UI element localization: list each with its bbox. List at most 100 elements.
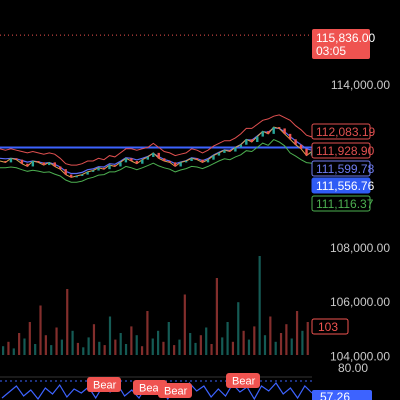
countdown-label: 03:05 (316, 44, 346, 58)
oscillator-level-label: 80.00 (338, 361, 368, 375)
middle-band-line (0, 127, 313, 175)
volume-bar (66, 289, 69, 355)
close-price-line (0, 126, 313, 178)
candle (119, 162, 122, 167)
volume-bar (39, 305, 42, 355)
volume-bar (146, 311, 149, 355)
price-tag-lower[interactable] (311, 195, 371, 212)
candle (223, 150, 226, 153)
candle (69, 174, 73, 178)
current-price-tag[interactable] (312, 29, 370, 59)
volume-bar (124, 344, 128, 355)
candle (37, 161, 40, 163)
oscillator-value-label: 57.26 (320, 390, 350, 400)
volume-bar (151, 338, 154, 355)
candle (20, 159, 24, 164)
volume-bar (18, 333, 21, 355)
candle (239, 144, 243, 148)
volume-bar (215, 278, 218, 355)
volume-bar (135, 335, 138, 355)
candle (113, 165, 117, 167)
volume-bar (269, 316, 272, 355)
candle (80, 174, 84, 176)
volume-bar (258, 256, 261, 355)
price-tag-upper[interactable] (311, 123, 371, 140)
bear-tag[interactable] (87, 377, 121, 392)
candle (59, 166, 62, 170)
price-tag-middle[interactable] (311, 160, 371, 177)
price-tag-label: 111,928.90 (316, 144, 375, 158)
candle (173, 162, 177, 167)
candle (256, 136, 259, 143)
candle (141, 159, 144, 164)
candle (179, 162, 182, 167)
volume-bar (226, 322, 229, 355)
volume-bar (44, 335, 47, 355)
candle (272, 127, 275, 134)
volume-bar (12, 348, 15, 355)
candle (64, 169, 67, 175)
candle (4, 161, 7, 163)
volume-bar (50, 345, 53, 355)
candle (152, 152, 155, 157)
volume-bar (108, 316, 112, 355)
volume-bar (247, 339, 251, 355)
volume-bar (162, 341, 165, 355)
volume-bar (140, 346, 144, 355)
candle (277, 127, 281, 129)
price-tag-mid-upper[interactable] (311, 142, 371, 159)
volume-bar (290, 338, 293, 355)
candle (31, 161, 35, 167)
bear-tag[interactable] (226, 373, 260, 388)
volume-bar (71, 330, 74, 355)
candle (184, 161, 188, 163)
volume-bar (205, 327, 208, 355)
volume-bar (98, 341, 101, 355)
price-pane (0, 34, 314, 183)
price-tag-last[interactable] (311, 177, 371, 194)
volume-bar (231, 341, 235, 355)
candle (245, 139, 248, 145)
price-tag-label: 111,116.37 (316, 197, 374, 211)
volume-bar (253, 326, 256, 355)
candle (206, 159, 210, 163)
volume-bar (28, 322, 31, 355)
volume-bar (114, 339, 117, 355)
candle (190, 158, 193, 162)
candle (201, 159, 204, 163)
volume-bar (210, 344, 213, 355)
volume-bar (55, 327, 58, 355)
volume-bar (7, 341, 10, 355)
candle (91, 170, 95, 172)
candle (195, 158, 199, 160)
candle (97, 167, 100, 171)
candle (217, 152, 221, 156)
volume-bar (242, 330, 245, 355)
volume-bar (60, 339, 63, 355)
current-price-label: 115,836.00 (316, 31, 375, 45)
candle (146, 156, 149, 160)
volume-bar (2, 346, 5, 355)
volume-bar (34, 344, 37, 355)
price-tag-label: 111,599.78 (316, 162, 375, 176)
candle (163, 158, 166, 162)
volume-bar (157, 330, 160, 355)
bear-tag-label: Bear (164, 386, 188, 398)
volume-tag-label: 103 (318, 320, 338, 334)
volume-bar (199, 335, 202, 355)
volume-bar (178, 339, 181, 355)
volume-bar (82, 347, 85, 355)
candle (212, 155, 215, 160)
candle (130, 158, 133, 162)
volume-bar (189, 333, 192, 355)
candle (135, 161, 139, 164)
volume-bar (119, 333, 122, 355)
bear-tag-label: Bear (93, 380, 117, 392)
volume-bar (194, 342, 197, 355)
volume-bar (130, 326, 133, 355)
bear-tag-label: Bear (139, 383, 163, 395)
bear-tag[interactable] (158, 383, 192, 398)
price-axis[interactable]: 114,000.00 108,000.00 106,000.00 104,000.00… (311, 29, 390, 364)
